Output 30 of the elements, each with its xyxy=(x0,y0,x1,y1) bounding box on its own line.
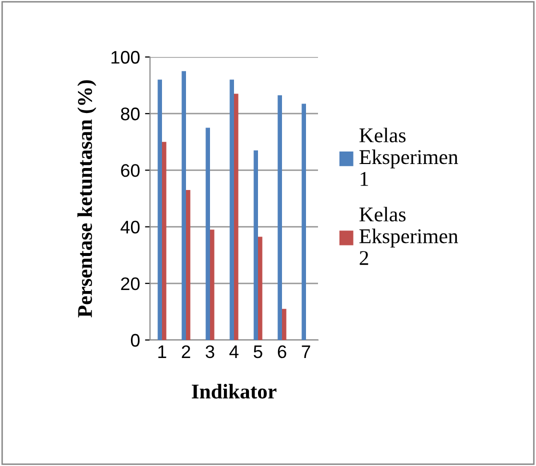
bar xyxy=(186,190,190,340)
x-tick-label: 1 xyxy=(158,346,166,358)
y-tick-label: 80 xyxy=(120,108,140,120)
y-tick-label: 60 xyxy=(121,164,140,177)
bar xyxy=(210,230,214,340)
x-tick-label: 7 xyxy=(302,346,310,358)
bar xyxy=(206,128,210,340)
bar xyxy=(230,80,234,340)
x-axis-title: Indikator xyxy=(192,384,276,399)
bar xyxy=(158,80,162,340)
bar xyxy=(182,71,186,340)
x-tick-label: 4 xyxy=(229,346,238,358)
bar xyxy=(302,104,306,340)
x-tick-label: 5 xyxy=(254,346,262,358)
legend-label: Kelas Eksperimen 1 xyxy=(359,128,458,186)
y-tick-label: 100 xyxy=(112,50,140,64)
x-tick-label: 3 xyxy=(206,345,214,358)
legend-label: Kelas Eksperimen 2 xyxy=(359,206,458,265)
y-tick-label: 20 xyxy=(121,277,140,290)
bar xyxy=(278,95,282,340)
x-tick-label: 2 xyxy=(182,345,190,358)
y-tick-label: 40 xyxy=(120,220,140,234)
bar xyxy=(162,142,166,340)
bar xyxy=(282,308,286,340)
y-tick-label: 0 xyxy=(130,334,140,347)
bar xyxy=(234,94,238,340)
bar xyxy=(254,150,258,340)
y-axis-title: Persentase ketuntasan (%) xyxy=(77,80,96,318)
bar xyxy=(258,236,262,340)
x-tick-label: 6 xyxy=(278,345,286,358)
